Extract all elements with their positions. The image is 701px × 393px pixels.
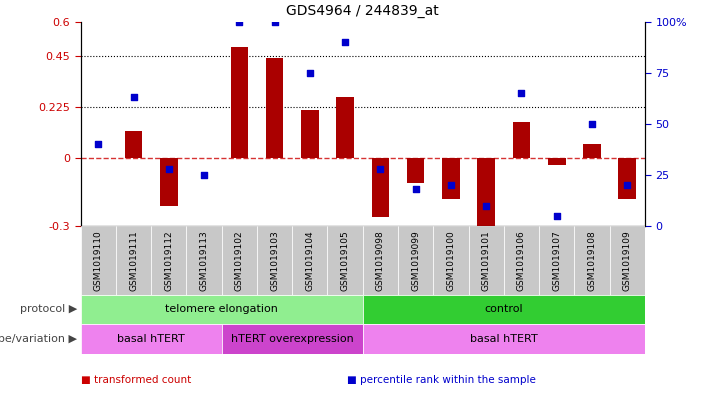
Point (233, 18, 245, 25)
Text: telomere elongation: telomere elongation (165, 305, 278, 314)
Text: GSM1019101: GSM1019101 (482, 230, 491, 291)
Title: GDS4964 / 244839_at: GDS4964 / 244839_at (287, 4, 439, 18)
Bar (363, 324, 645, 354)
Bar (292, 226, 327, 295)
Point (128, 94, 139, 100)
Bar (363, 295, 645, 324)
Bar (574, 226, 610, 295)
Point (163, 165, 175, 172)
Text: ■ transformed count: ■ transformed count (81, 375, 191, 385)
Text: basal hTERT: basal hTERT (470, 334, 538, 344)
Bar (327, 226, 363, 295)
Bar (548, 158, 566, 165)
Text: GSM1019103: GSM1019103 (270, 230, 279, 291)
Text: GSM1019099: GSM1019099 (411, 230, 420, 291)
Bar (222, 324, 363, 354)
Text: GSM1019109: GSM1019109 (622, 230, 632, 291)
Text: GSM1019108: GSM1019108 (587, 230, 597, 291)
Text: GSM1019104: GSM1019104 (306, 230, 314, 291)
Point (375, 165, 386, 172)
Bar (618, 158, 636, 199)
Bar (125, 130, 142, 158)
Bar (186, 226, 222, 295)
Text: GSM1019102: GSM1019102 (235, 230, 244, 291)
Bar (222, 226, 257, 295)
Bar (336, 97, 354, 158)
Text: GSM1019106: GSM1019106 (517, 230, 526, 291)
Text: GSM1019113: GSM1019113 (200, 230, 209, 291)
Bar (504, 226, 539, 295)
Point (551, 213, 562, 219)
Bar (477, 158, 495, 226)
Bar (266, 58, 283, 158)
Text: GSM1019112: GSM1019112 (164, 230, 173, 291)
Bar (610, 226, 645, 295)
Point (93, 141, 104, 147)
Bar (442, 158, 460, 199)
Bar (81, 295, 363, 324)
Text: GSM1019107: GSM1019107 (552, 230, 562, 291)
Bar (301, 110, 319, 158)
Point (516, 90, 527, 96)
Bar (512, 121, 530, 158)
Text: control: control (484, 305, 523, 314)
Point (304, 70, 315, 76)
Text: genotype/variation ▶: genotype/variation ▶ (0, 334, 77, 344)
Bar (468, 226, 504, 295)
Bar (231, 47, 248, 158)
Text: GSM1019111: GSM1019111 (129, 230, 138, 291)
Bar (583, 144, 601, 158)
Bar (81, 226, 116, 295)
Bar (363, 226, 398, 295)
Point (622, 182, 633, 188)
Point (198, 172, 210, 178)
Bar (151, 226, 186, 295)
Point (339, 39, 350, 45)
Point (445, 182, 456, 188)
Bar (116, 226, 151, 295)
Text: GSM1019098: GSM1019098 (376, 230, 385, 291)
Bar (257, 226, 292, 295)
Point (410, 186, 421, 192)
Bar (398, 226, 433, 295)
Point (481, 202, 492, 209)
Text: GSM1019100: GSM1019100 (447, 230, 456, 291)
Text: protocol ▶: protocol ▶ (20, 305, 77, 314)
Bar (433, 226, 468, 295)
Text: hTERT overexpression: hTERT overexpression (231, 334, 353, 344)
Point (269, 18, 280, 25)
Text: ■ percentile rank within the sample: ■ percentile rank within the sample (347, 375, 536, 385)
Text: GSM1019110: GSM1019110 (94, 230, 103, 291)
Bar (81, 324, 222, 354)
Text: basal hTERT: basal hTERT (117, 334, 185, 344)
Bar (407, 158, 425, 183)
Text: GSM1019105: GSM1019105 (341, 230, 350, 291)
Bar (160, 158, 177, 206)
Bar (372, 158, 389, 217)
Point (587, 121, 598, 127)
Bar (539, 226, 574, 295)
